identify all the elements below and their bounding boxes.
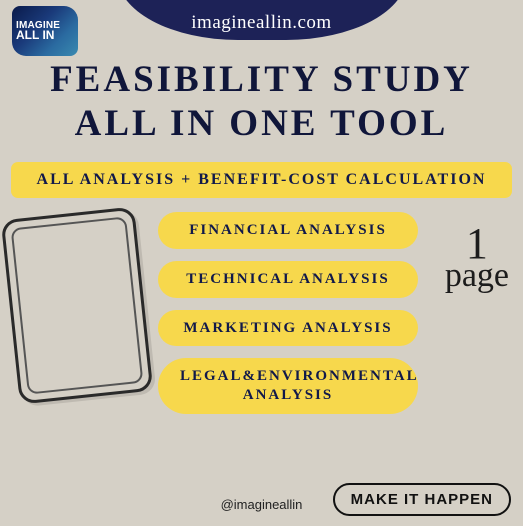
- page-note-word: page: [445, 262, 509, 291]
- header-url: imagineallin.com: [191, 12, 331, 34]
- pill-legal: LEGAL&ENVIRONMENTAL ANALYSIS: [158, 358, 418, 414]
- logo-line2: ALL IN: [16, 30, 78, 41]
- page-note: 1 page: [445, 225, 509, 291]
- cta-button[interactable]: MAKE IT HAPPEN: [333, 483, 511, 516]
- pill-financial: FINANCIAL ANALYSIS: [158, 212, 418, 249]
- analysis-pills: FINANCIAL ANALYSIS TECHNICAL ANALYSIS MA…: [158, 212, 418, 414]
- title-line1: FEASIBILITY STUDY: [0, 58, 523, 102]
- subtitle-banner: ALL ANALYSIS + BENEFIT-COST CALCULATION: [11, 162, 512, 198]
- pill-technical: TECHNICAL ANALYSIS: [158, 261, 418, 298]
- main-title: FEASIBILITY STUDY ALL IN ONE TOOL: [0, 58, 523, 145]
- social-handle: @imagineallin: [221, 497, 303, 512]
- pill-marketing: MARKETING ANALYSIS: [158, 310, 418, 347]
- tablet-illustration: [1, 207, 154, 405]
- title-line2: ALL IN ONE TOOL: [0, 102, 523, 146]
- logo: IMAGINE ALL IN: [12, 6, 78, 56]
